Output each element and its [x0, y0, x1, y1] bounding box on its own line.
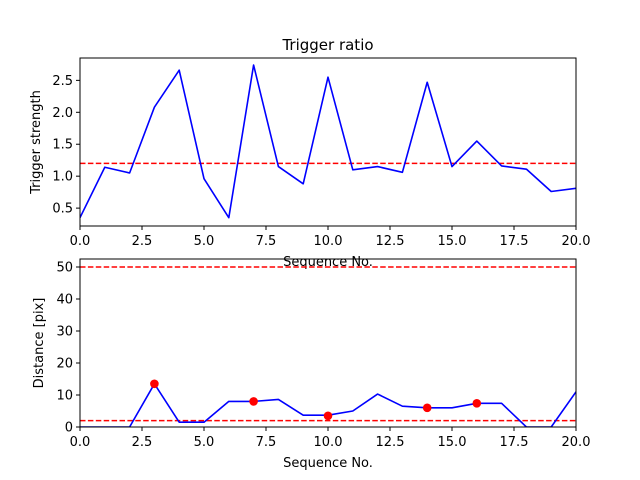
bottom-chart-marker-point: [472, 399, 482, 408]
top-chart-y-tick-label: 1.5: [52, 138, 73, 153]
bottom-chart-x-tick-label: 10.0: [314, 435, 343, 450]
top-chart-x-tick-label: 0.0: [70, 234, 91, 249]
top-chart-y-tick-label: 2.0: [52, 106, 73, 121]
bottom-chart-marker-point: [422, 403, 432, 413]
bottom-chart-y-tick-label: 40: [56, 293, 73, 308]
bottom-chart-y-tick-label: 20: [56, 357, 73, 372]
top-chart-y-tick-label: 0.5: [52, 202, 73, 217]
bottom-chart-marker-point: [249, 397, 258, 406]
top-chart-x-tick-label: 2.5: [132, 234, 153, 249]
top-chart-x-tick-label: 7.5: [256, 234, 277, 249]
bottom-chart-y-tick-label: 30: [56, 325, 73, 340]
bottom-chart-x-tick-label: 0.0: [70, 435, 91, 450]
bottom-chart-y-tick-label: 0: [65, 421, 73, 436]
top-chart-x-tick-label: 20.0: [562, 234, 591, 249]
bottom-chart-x-tick-label: 12.5: [376, 435, 405, 450]
bottom-chart-y-tick-label: 10: [56, 389, 73, 404]
bottom-chart-x-tick-label: 20.0: [562, 435, 591, 450]
bottom-chart-x-tick-label: 17.5: [500, 435, 529, 450]
bottom-chart-marker-point: [150, 379, 159, 389]
bottom-chart-y-tick-label: 50: [56, 261, 73, 276]
top-chart-x-tick-label: 10.0: [314, 234, 343, 249]
bottom-chart-x-tick-label: 15.0: [438, 435, 467, 450]
bottom-chart-marker-point: [323, 411, 333, 421]
top-chart-x-tick-label: 15.0: [438, 234, 467, 249]
top-chart-x-tick-label: 5.0: [194, 234, 215, 249]
top-chart-title: Trigger ratio: [281, 36, 373, 54]
top-chart-y-tick-label: 2.5: [52, 74, 73, 89]
bottom-chart-x-tick-label: 2.5: [132, 435, 153, 450]
top-chart-x-tick-label: 12.5: [376, 234, 405, 249]
top-chart: Trigger ratio Sequence No. Trigger stren…: [29, 36, 590, 270]
bottom-chart-x-tick-label: 5.0: [194, 435, 215, 450]
top-chart-series-line: [80, 64, 576, 219]
bottom-chart-axes-frame: [79, 258, 577, 428]
top-chart-y-tick-label: 1.0: [52, 170, 73, 185]
bottom-chart: Sequence No. Distance [pix] 0.0 2.5 5.0 7.5…: [32, 258, 591, 471]
bottom-chart-x-tick-label: 7.5: [256, 435, 277, 450]
top-chart-axes-frame: [79, 57, 577, 227]
bottom-chart-y-axis-label: Distance [pix]: [32, 298, 47, 389]
top-chart-x-tick-label: 17.5: [500, 234, 529, 249]
bottom-chart-x-axis-label: Sequence No.: [283, 456, 373, 471]
top-chart-y-axis-label: Trigger strength: [29, 90, 44, 195]
